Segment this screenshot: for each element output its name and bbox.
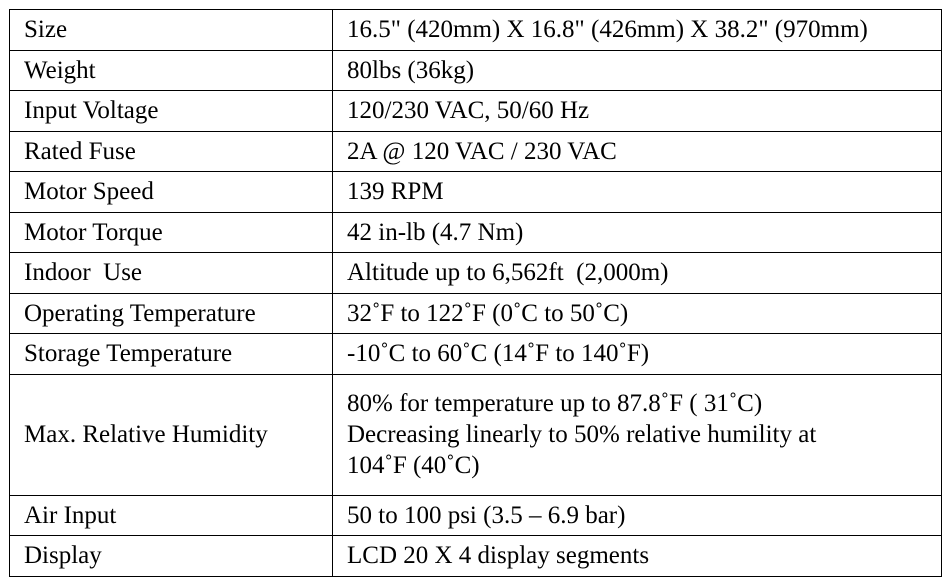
spec-value: 32˚F to 122˚F (0˚C to 50˚C): [332, 292, 942, 334]
table-row: Operating Temperature 32˚F to 122˚F (0˚C…: [9, 292, 942, 334]
spec-label: Max. Relative Humidity: [9, 373, 333, 496]
spec-label: Operating Temperature: [9, 292, 333, 334]
spec-value: 2A @ 120 VAC / 230 VAC: [332, 130, 942, 172]
table-row: Air Input 50 to 100 psi (3.5 – 6.9 bar): [9, 494, 942, 536]
spec-label: Motor Torque: [9, 211, 333, 253]
spec-value-line: 80% for temperature up to 87.8˚F ( 31˚C): [347, 390, 763, 417]
spec-value: 16.5" (420mm) X 16.8" (426mm) X 38.2" (9…: [332, 9, 942, 51]
table-row: Display LCD 20 X 4 display segments: [9, 535, 942, 577]
table-row: Max. Relative Humidity 80% for temperatu…: [9, 373, 942, 496]
spec-label: Motor Speed: [9, 171, 333, 213]
spec-label: Air Input: [9, 494, 333, 536]
spec-value: 80% for temperature up to 87.8˚F ( 31˚C)…: [332, 373, 942, 496]
table-row: Motor Speed 139 RPM: [9, 171, 942, 213]
table-row: Indoor Use Altitude up to 6,562ft (2,000…: [9, 252, 942, 294]
table-row: Size 16.5" (420mm) X 16.8" (426mm) X 38.…: [9, 9, 942, 51]
spec-label: Input Voltage: [9, 90, 333, 132]
spec-label: Storage Temperature: [9, 333, 333, 375]
table-row: Rated Fuse 2A @ 120 VAC / 230 VAC: [9, 130, 942, 172]
specifications-table: Size 16.5" (420mm) X 16.8" (426mm) X 38.…: [9, 9, 942, 577]
spec-value-line: Decreasing linearly to 50% relative humi…: [347, 421, 817, 448]
spec-value: Altitude up to 6,562ft (2,000m): [332, 252, 942, 294]
spec-label: Weight: [9, 49, 333, 91]
spec-value: 80lbs (36kg): [332, 49, 942, 91]
table-row: Motor Torque 42 in-lb (4.7 Nm): [9, 211, 942, 253]
spec-label: Display: [9, 535, 333, 577]
spec-value: -10˚C to 60˚C (14˚F to 140˚F): [332, 333, 942, 375]
spec-label: Rated Fuse: [9, 130, 333, 172]
spec-value: 50 to 100 psi (3.5 – 6.9 bar): [332, 494, 942, 536]
spec-label: Size: [9, 9, 333, 51]
spec-value: 139 RPM: [332, 171, 942, 213]
spec-value: LCD 20 X 4 display segments: [332, 535, 942, 577]
spec-value: 42 in-lb (4.7 Nm): [332, 211, 942, 253]
table-row: Weight 80lbs (36kg): [9, 49, 942, 91]
spec-value-line: 104˚F (40˚C): [347, 452, 480, 479]
table-row: Storage Temperature -10˚C to 60˚C (14˚F …: [9, 333, 942, 375]
table-row: Input Voltage 120/230 VAC, 50/60 Hz: [9, 90, 942, 132]
spec-label: Indoor Use: [9, 252, 333, 294]
spec-value: 120/230 VAC, 50/60 Hz: [332, 90, 942, 132]
